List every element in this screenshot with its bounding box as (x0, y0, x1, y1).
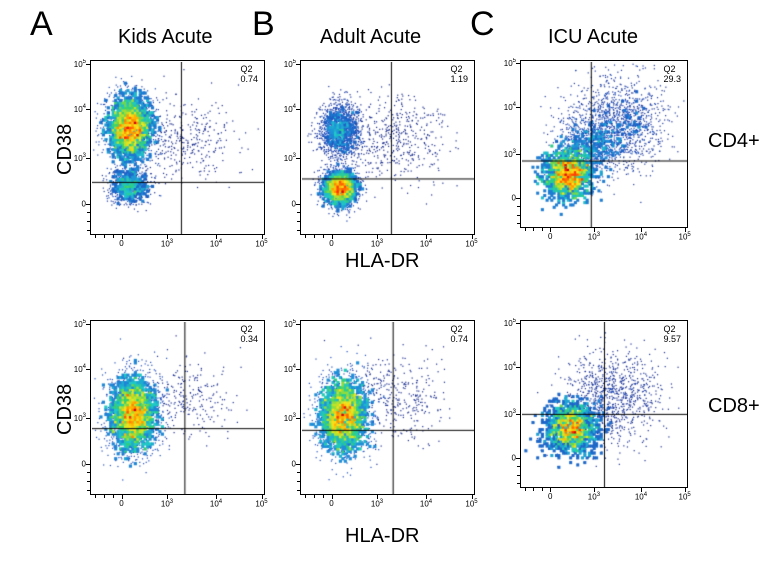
col-title-c: ICU Acute (548, 26, 638, 49)
y-tick-label: 105 (494, 59, 516, 69)
y-tick-label: 105 (494, 319, 516, 329)
x-tick-label: 0 (119, 499, 123, 508)
q2-key: Q2 (240, 64, 252, 74)
y-tick-label: 104 (274, 364, 296, 374)
x-tick-label: 104 (210, 499, 222, 509)
x-tick-label: 105 (465, 499, 477, 509)
y-tick-label: 103 (274, 413, 296, 423)
q2-value: 29.3 (663, 74, 681, 84)
q2-label: Q29.57 (663, 325, 681, 345)
y-tick-label: 0 (64, 199, 86, 208)
y-tick-label: 105 (64, 319, 86, 329)
y-tick-label: 104 (64, 104, 86, 114)
x-tick-label: 103 (588, 492, 600, 502)
x-tick-label: 104 (420, 239, 432, 249)
y-tick-label: 103 (494, 149, 516, 159)
x-tick-label: 105 (679, 232, 691, 242)
y-tick-label: 0 (494, 193, 516, 202)
y-tick-label: 104 (274, 104, 296, 114)
flow-plot-B_top: Q21.19 (300, 60, 475, 235)
x-tick-label: 105 (255, 499, 267, 509)
row-label-cd8: CD8+ (708, 395, 760, 418)
x-tick-label: 105 (679, 492, 691, 502)
x-tick-label: 103 (588, 232, 600, 242)
x-tick-label: 104 (635, 232, 647, 242)
q2-key: Q2 (663, 64, 675, 74)
x-tick-label: 103 (161, 499, 173, 509)
y-axis-label-bot: CD38 (54, 384, 77, 435)
x-tick-label: 105 (255, 239, 267, 249)
q2-value: 1.19 (450, 74, 468, 84)
x-tick-label: 0 (329, 499, 333, 508)
x-tick-label: 103 (371, 239, 383, 249)
y-tick-label: 103 (494, 409, 516, 419)
row-label-cd4: CD4+ (708, 130, 760, 153)
x-tick-label: 105 (465, 239, 477, 249)
y-tick-label: 103 (64, 413, 86, 423)
y-tick-label: 0 (274, 199, 296, 208)
x-tick-label: 0 (548, 232, 552, 241)
y-tick-label: 104 (494, 102, 516, 112)
panel-letter-a: A (30, 5, 53, 44)
y-tick-label: 105 (274, 59, 296, 69)
x-tick-label: 104 (210, 239, 222, 249)
q2-value: 0.74 (450, 334, 468, 344)
flow-plot-A_bot: Q20.34 (90, 320, 265, 495)
x-axis-label-bot: HLA-DR (345, 525, 419, 548)
q2-key: Q2 (663, 324, 675, 334)
x-tick-label: 0 (548, 492, 552, 501)
flow-plot-A_top: Q20.74 (90, 60, 265, 235)
y-tick-label: 105 (64, 59, 86, 69)
q2-key: Q2 (240, 324, 252, 334)
y-tick-label: 0 (274, 459, 296, 468)
y-tick-label: 104 (494, 362, 516, 372)
q2-label: Q20.34 (240, 325, 258, 345)
x-axis-label-top: HLA-DR (345, 250, 419, 273)
y-axis-label-top: CD38 (54, 124, 77, 175)
q2-key: Q2 (450, 64, 462, 74)
q2-label: Q229.3 (663, 65, 681, 85)
col-title-a: Kids Acute (118, 26, 213, 49)
q2-label: Q20.74 (240, 65, 258, 85)
y-tick-label: 103 (64, 153, 86, 163)
panel-letter-c: C (470, 5, 495, 44)
y-tick-label: 103 (274, 153, 296, 163)
y-tick-label: 0 (494, 453, 516, 462)
panel-letter-b: B (252, 5, 275, 44)
q2-key: Q2 (450, 324, 462, 334)
x-tick-label: 104 (635, 492, 647, 502)
q2-label: Q21.19 (450, 65, 468, 85)
y-tick-label: 105 (274, 319, 296, 329)
flow-plot-B_bot: Q20.74 (300, 320, 475, 495)
q2-value: 0.34 (240, 334, 258, 344)
y-tick-label: 104 (64, 364, 86, 374)
x-tick-label: 0 (119, 239, 123, 248)
flow-plot-C_bot: Q29.57 (520, 320, 688, 488)
flow-plot-C_top: Q229.3 (520, 60, 688, 228)
x-tick-label: 0 (329, 239, 333, 248)
col-title-b: Adult Acute (320, 26, 421, 49)
q2-value: 0.74 (240, 74, 258, 84)
x-tick-label: 103 (161, 239, 173, 249)
q2-label: Q20.74 (450, 325, 468, 345)
x-tick-label: 104 (420, 499, 432, 509)
x-tick-label: 103 (371, 499, 383, 509)
y-tick-label: 0 (64, 459, 86, 468)
q2-value: 9.57 (663, 334, 681, 344)
